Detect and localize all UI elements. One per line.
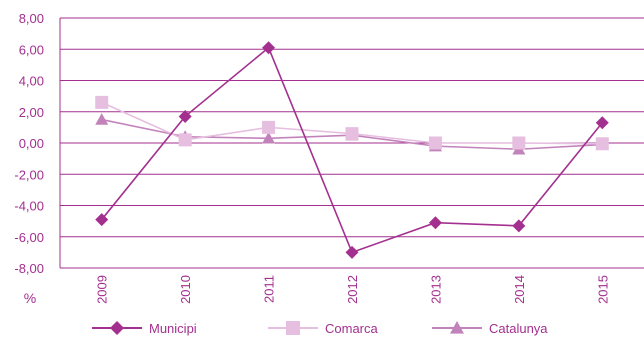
series-comarca: [95, 95, 609, 151]
x-tick-label: 2011: [262, 275, 277, 303]
legend-label: Comarca: [325, 321, 379, 336]
data-point: [512, 136, 526, 150]
data-point: [595, 137, 609, 151]
series-line: [101, 46, 603, 254]
data-point: [178, 109, 192, 123]
y-tick-label: 2,00: [19, 105, 44, 120]
legend-item: Comarca: [268, 321, 379, 336]
data-point: [262, 131, 276, 144]
x-tick-label: 2014: [512, 275, 527, 304]
y-tick-label: 8,00: [19, 11, 44, 26]
data-point: [95, 113, 109, 125]
y-tick-label: 6,00: [19, 42, 44, 57]
legend-item: Catalunya: [432, 321, 548, 336]
y-tick-label: 0,00: [19, 136, 44, 151]
x-tick-label: 2015: [595, 275, 610, 304]
x-axis-ticks: 2009 2010 2011 2012 2013 2014 2015: [95, 275, 611, 304]
data-point: [345, 245, 359, 259]
data-point: [262, 120, 276, 134]
data-point: [262, 41, 276, 55]
legend: Municipi Comarca Catalunya: [92, 321, 548, 336]
y-tick-label: -4,00: [14, 199, 44, 214]
legend-label: Catalunya: [489, 321, 548, 336]
data-point: [428, 216, 442, 230]
data-point: [595, 116, 609, 130]
data-point: [178, 133, 192, 147]
y-tick-label: -6,00: [14, 230, 44, 245]
legend-item: Municipi: [92, 321, 197, 336]
data-point: [95, 95, 109, 109]
series-municipi: [95, 41, 609, 259]
y-tick-label: -8,00: [14, 261, 44, 276]
x-tick-label: 2010: [178, 275, 193, 304]
legend-marker: [286, 321, 300, 335]
legend-marker: [450, 321, 464, 334]
y-tick-label: -2,00: [14, 167, 44, 182]
x-tick-label: 2012: [345, 275, 360, 304]
gridlines: [59, 17, 644, 269]
y-axis-label: %: [24, 290, 36, 306]
y-tick-label: 4,00: [19, 74, 44, 89]
x-tick-label: 2009: [95, 275, 110, 304]
series-lines: [95, 41, 609, 259]
x-tick-label: 2013: [428, 275, 443, 304]
data-point: [95, 213, 109, 227]
data-point: [512, 219, 526, 233]
data-point: [345, 127, 359, 141]
data-point: [428, 136, 442, 150]
legend-label: Municipi: [149, 321, 197, 336]
y-axis-ticks: 8,00 6,00 4,00 2,00 0,00 -2,00 -4,00 -6,00 -8,00: [14, 11, 44, 276]
legend-marker: [110, 321, 124, 335]
